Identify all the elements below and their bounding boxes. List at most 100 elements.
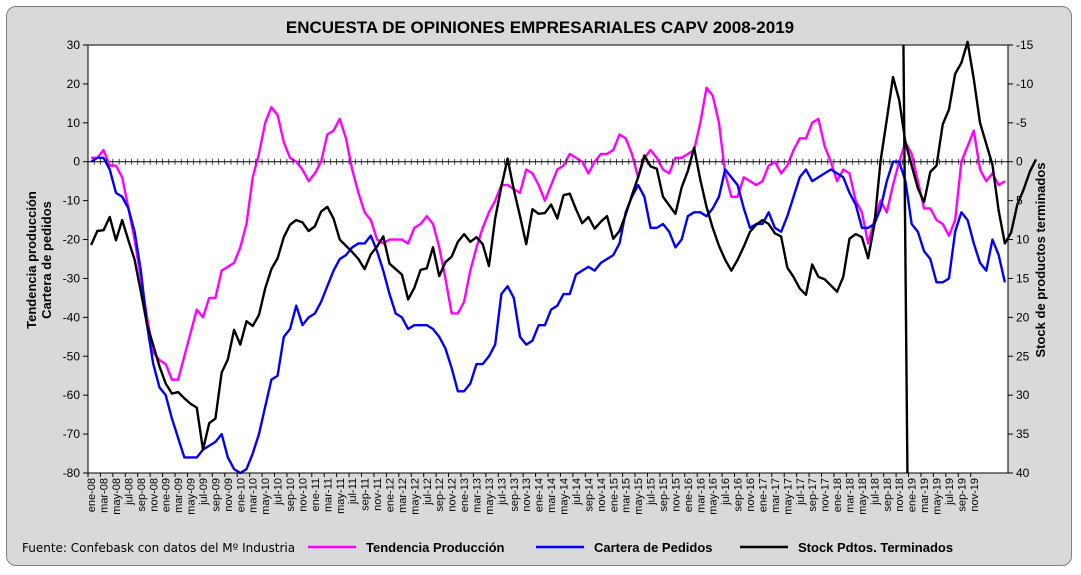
y-left-tick-label: 20 [67, 77, 81, 91]
y-left-tick-label: -40 [63, 310, 81, 324]
series-line-0 [91, 86, 1006, 381]
x-tick-label: jul-19 [944, 478, 956, 506]
x-tick-label: sep-09 [210, 478, 222, 512]
y-right-tick-label: 10 [1016, 233, 1030, 247]
x-tick-label: ene-13 [459, 478, 471, 512]
x-tick-label: ene-08 [86, 478, 98, 512]
y-left-label-1: Tendencia producción [24, 191, 39, 329]
x-tick-label: may-16 [708, 478, 720, 515]
x-tick-label: sep-08 [136, 478, 148, 512]
x-tick-label: jul-14 [571, 478, 583, 506]
x-tick-label: nov-10 [297, 478, 309, 512]
y-left-tick-label: 30 [67, 38, 81, 52]
x-tick-label: mar-18 [844, 478, 856, 513]
y-left-tick-label: 0 [73, 155, 80, 169]
x-tick-label: jul-18 [869, 478, 881, 506]
x-tick-label: sep-10 [285, 478, 297, 512]
x-tick-label: nov-12 [447, 478, 459, 512]
x-tick-label: nov-19 [969, 478, 981, 512]
legend: Tendencia Producción Cartera de Pedidos … [308, 540, 953, 555]
y-right-tick-label: -10 [1016, 77, 1034, 91]
y-left-tick-label: -20 [63, 233, 81, 247]
x-tick-label: ene-16 [683, 478, 695, 512]
x-tick-label: sep-12 [434, 478, 446, 512]
x-tick-label: may-17 [782, 478, 794, 515]
x-tick-label: nov-13 [521, 478, 533, 512]
x-tick-label: sep-13 [509, 478, 521, 512]
x-tick-label: sep-11 [360, 478, 372, 511]
x-tick-label: ene-12 [384, 478, 396, 512]
series-line-1 [90, 156, 1007, 475]
x-tick-label: mar-19 [919, 478, 931, 513]
x-tick-label: sep-15 [658, 478, 670, 512]
x-tick-label: mar-09 [173, 478, 185, 513]
y-right-tick-label: 35 [1016, 427, 1030, 441]
x-tick-label: mar-13 [472, 478, 484, 513]
y-left-tick-label: -60 [63, 388, 81, 402]
stock-series-spike [902, 44, 909, 474]
x-tick-label: jul-11 [347, 478, 359, 505]
y-right-tick-label: 40 [1016, 466, 1030, 480]
x-tick-label: nov-16 [745, 478, 757, 512]
y-right-tick-label: 25 [1016, 349, 1030, 363]
axes: 3020100-10-20-30-40-50-60-70-80-15-10-50… [63, 38, 1034, 515]
x-tick-label: mar-08 [99, 478, 111, 513]
y-left-tick-label: -50 [63, 349, 81, 363]
series-lines [90, 40, 1038, 475]
x-tick-label: nov-18 [894, 478, 906, 512]
x-tick-label: mar-17 [770, 478, 782, 513]
x-tick-label: nov-11 [372, 478, 384, 511]
x-tick-label: sep-19 [956, 478, 968, 512]
source-note: Fuente: Confebask con datos del Mº Indus… [22, 541, 295, 555]
y-left-label-2: Cartera de pedidos [39, 201, 54, 319]
x-tick-label: jul-15 [646, 478, 658, 506]
legend-item-produccion: Tendencia Producción [366, 540, 505, 555]
y-right-tick-label: -15 [1016, 38, 1034, 52]
x-tick-label: jul-08 [123, 478, 135, 506]
x-tick-label: sep-18 [882, 478, 894, 512]
x-tick-label: may-09 [186, 478, 198, 515]
plot-area [88, 45, 1008, 473]
x-tick-label: mar-15 [621, 478, 633, 513]
x-tick-label: jul-10 [273, 478, 285, 506]
y-right-tick-label: -5 [1016, 116, 1027, 130]
x-tick-label: jul-13 [496, 478, 508, 506]
x-tick-label: sep-16 [733, 478, 745, 512]
x-tick-label: may-08 [111, 478, 123, 515]
x-tick-label: ene-18 [832, 478, 844, 512]
x-tick-label: nov-15 [670, 478, 682, 512]
x-tick-label: mar-12 [397, 478, 409, 513]
x-tick-label: nov-17 [820, 478, 832, 512]
x-tick-label: ene-11 [310, 478, 322, 511]
x-tick-label: jul-12 [422, 478, 434, 506]
x-tick-label: ene-19 [907, 478, 919, 512]
x-tick-label: ene-15 [608, 478, 620, 512]
y-right-label: Stock de productos terminados [1033, 162, 1048, 357]
x-tick-label: ene-09 [161, 478, 173, 512]
x-tick-label: jul-16 [720, 478, 732, 506]
x-tick-label: sep-17 [807, 478, 819, 512]
y-left-tick-label: -80 [63, 466, 81, 480]
y-left-tick-label: 10 [67, 116, 81, 130]
y-left-tick-label: -30 [63, 271, 81, 285]
y-left-tick-label: -10 [63, 194, 81, 208]
x-tick-label: may-15 [633, 478, 645, 515]
x-tick-label: may-14 [559, 478, 571, 515]
x-tick-label: may-10 [260, 478, 272, 515]
x-tick-label: nov-08 [148, 478, 160, 512]
x-tick-label: jul-09 [198, 478, 210, 506]
x-tick-label: mar-11 [322, 478, 334, 512]
x-tick-label: ene-14 [534, 478, 546, 512]
x-tick-label: may-12 [409, 478, 421, 515]
x-tick-label: sep-14 [583, 478, 595, 512]
legend-item-stock: Stock Pdtos. Terminados [798, 540, 953, 555]
x-tick-label: mar-16 [695, 478, 707, 513]
y-right-tick-label: 30 [1016, 388, 1030, 402]
legend-item-cartera: Cartera de Pedidos [594, 540, 713, 555]
y-right-tick-label: 15 [1016, 271, 1030, 285]
series-line-2 [90, 40, 1038, 451]
x-tick-label: may-13 [484, 478, 496, 515]
x-tick-label: mar-10 [248, 478, 260, 513]
x-tick-label: mar-14 [546, 478, 558, 513]
x-tick-label: nov-14 [596, 478, 608, 512]
